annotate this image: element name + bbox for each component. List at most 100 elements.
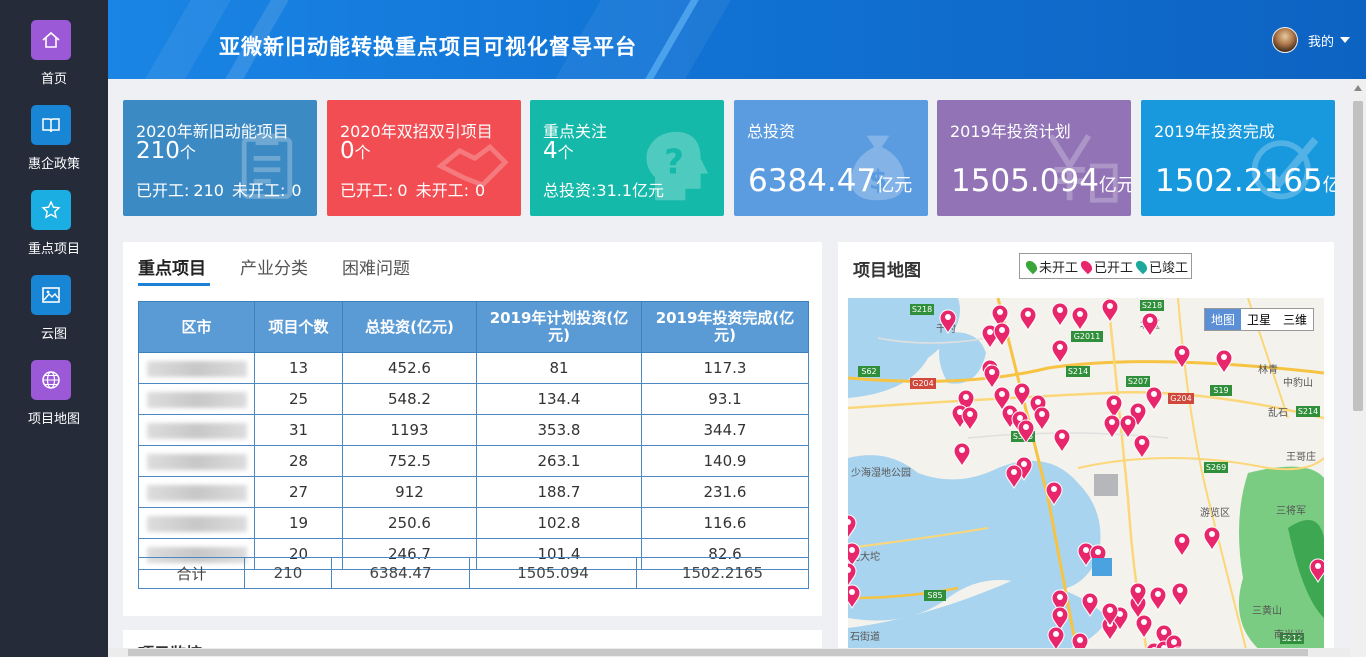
stat-card-key-focus[interactable]: ? 重点关注 4个 总投资:31.1亿元 — [530, 100, 724, 216]
map-pin-started[interactable] — [993, 386, 1011, 412]
map-pin-started[interactable] — [1133, 434, 1151, 460]
map-pin-started[interactable] — [1173, 532, 1191, 558]
nav-item-project-map[interactable]: 项目地图 — [0, 360, 108, 440]
tab-difficulties[interactable]: 困难问题 — [342, 259, 410, 279]
plan-cell: 353.8 — [476, 414, 642, 446]
table-row[interactable]: 27 912 188.7 231.6 — [138, 476, 809, 508]
column-header-2019-plan[interactable]: 2019年计划投资(亿元) — [476, 301, 642, 353]
map-pin-started[interactable] — [1135, 614, 1153, 640]
stat-card-2019-plan[interactable]: 2019年投资计划 1505.094亿元 — [937, 100, 1131, 216]
map-pin-started[interactable] — [1071, 632, 1089, 657]
tab-industry[interactable]: 产业分类 — [240, 259, 308, 279]
table-row[interactable]: 28 752.5 263.1 140.9 — [138, 445, 809, 477]
user-menu[interactable]: 我的 — [1271, 27, 1350, 53]
map-pin-started[interactable] — [1101, 602, 1119, 628]
table-row[interactable]: 31 1193 353.8 344.7 — [138, 414, 809, 446]
map-pin-dot — [987, 329, 993, 335]
map-pin-started[interactable] — [1013, 382, 1031, 408]
map-pin-started[interactable] — [993, 322, 1011, 348]
map-pin-started[interactable] — [1145, 386, 1163, 412]
horizontal-scroll-thumb[interactable] — [128, 649, 1308, 656]
map-pin-started[interactable] — [1105, 394, 1123, 420]
nav-item-cloud-image[interactable]: 云图 — [0, 275, 108, 355]
map-pin-started[interactable] — [1173, 344, 1191, 370]
map-label: 少海湿地公园 — [851, 466, 911, 479]
column-header-district[interactable]: 区市 — [138, 301, 255, 353]
scroll-thumb[interactable] — [1353, 101, 1363, 411]
road-shield-s269 — [1204, 462, 1228, 473]
map-pin-started[interactable] — [1045, 481, 1063, 507]
map-pin-dot — [1141, 619, 1147, 625]
map-pin-started[interactable] — [1101, 298, 1119, 324]
map-pin-started[interactable] — [1047, 626, 1065, 652]
scroll-up-icon[interactable] — [1354, 85, 1362, 91]
map-pin-started[interactable] — [1141, 312, 1159, 338]
column-header-2019-completed[interactable]: 2019年投资完成(亿元) — [641, 301, 809, 353]
map-pin-dot — [1179, 349, 1185, 355]
map-pin-dot — [997, 309, 1003, 315]
stat-card-total-investment[interactable]: $ 总投资 6384.47亿元 — [734, 100, 928, 216]
map-pin-started[interactable] — [1051, 339, 1069, 365]
map-pin-started[interactable] — [1017, 419, 1035, 445]
map-pin-started[interactable] — [983, 364, 1001, 390]
map-pin-dot — [849, 589, 855, 595]
map-pin-started[interactable] — [1051, 606, 1069, 632]
map-pin-dot — [1107, 607, 1113, 613]
pin-green-icon — [1023, 258, 1040, 274]
map-pin-started[interactable] — [1129, 582, 1147, 608]
map-pin-started[interactable] — [1033, 406, 1051, 432]
map-pin-started[interactable] — [957, 389, 975, 415]
map-label: 三黄山 — [1252, 604, 1282, 617]
stat-card-dual-projects[interactable]: 2020年双招双引项目 0个 已开工: 0 未开工: 0 — [327, 100, 521, 216]
total-investment: 6384.47 — [331, 557, 470, 589]
map-pin-started[interactable] — [1119, 414, 1137, 440]
stat-card-new-old-projects[interactable]: 2020年新旧动能项目 210个 已开工: 210 未开工: 0 — [123, 100, 317, 216]
map-pin-dot — [1087, 597, 1093, 603]
map-type-map-button[interactable]: 地图 — [1204, 309, 1241, 330]
map-pin-started[interactable] — [1149, 586, 1167, 612]
tab-key-projects[interactable]: 重点项目 — [138, 259, 206, 279]
map-pin-started[interactable] — [953, 442, 971, 468]
map-pin-started[interactable] — [1203, 526, 1221, 552]
road-shield-s85 — [924, 590, 946, 601]
nav-item-key-projects[interactable]: 重点项目 — [0, 190, 108, 270]
map-pin-started[interactable] — [1019, 306, 1037, 332]
project-map[interactable]: S218 G2011 S214 S62 G204 S207 S19 G204 S… — [848, 298, 1324, 657]
projects-panel: 重点项目 产业分类 困难问题 区市 项目个数 总投资(亿元) 2019年计划投资… — [123, 242, 822, 616]
map-pin-started[interactable] — [1053, 428, 1071, 454]
map-pin-started[interactable] — [961, 406, 979, 432]
table-row[interactable]: 19 250.6 102.8 116.6 — [138, 507, 809, 539]
horizontal-scrollbar[interactable] — [108, 648, 1350, 657]
map-pin-started[interactable] — [1051, 302, 1069, 328]
column-header-count[interactable]: 项目个数 — [254, 301, 343, 353]
stat-card-2019-completed[interactable]: 2019年投资完成 1502.2165亿元 — [1141, 100, 1335, 216]
home-icon — [31, 20, 71, 60]
map-pin-started[interactable] — [1171, 582, 1189, 608]
map-pin-started[interactable] — [1215, 349, 1233, 375]
stat-title: 2019年投资计划 — [950, 122, 1071, 141]
project-count-cell: 13 — [254, 352, 343, 384]
map-pin-started[interactable] — [939, 309, 957, 335]
map-pin-started[interactable] — [991, 304, 1009, 330]
table-row[interactable]: 25 548.2 134.4 93.1 — [138, 383, 809, 415]
total-row: 合计 210 6384.47 1505.094 1502.2165 — [138, 557, 809, 589]
avatar[interactable] — [1271, 27, 1298, 53]
map-pin-started[interactable] — [1051, 589, 1069, 615]
total-investment-cell: 912 — [342, 476, 477, 508]
map-pin-dot — [849, 547, 855, 553]
plan-cell: 102.8 — [476, 507, 642, 539]
caret-down-icon[interactable] — [1340, 37, 1350, 43]
map-pin-started[interactable] — [1081, 592, 1099, 618]
column-header-total-investment[interactable]: 总投资(亿元) — [342, 301, 477, 353]
user-label[interactable]: 我的 — [1307, 34, 1334, 50]
map-type-satellite-button[interactable]: 卫星 — [1246, 313, 1271, 327]
nav-item-home[interactable]: 首页 — [0, 20, 108, 100]
map-pin-started[interactable] — [1103, 414, 1121, 440]
vertical-scrollbar[interactable] — [1350, 79, 1366, 657]
nav-item-policy[interactable]: 惠企政策 — [0, 105, 108, 185]
table-row[interactable]: 13 452.6 81 117.3 — [138, 352, 809, 384]
map-pin-started[interactable] — [1005, 464, 1023, 490]
nav-label: 重点项目 — [27, 242, 80, 257]
map-pin-started[interactable] — [1071, 306, 1089, 332]
map-type-3d-button[interactable]: 三维 — [1282, 313, 1307, 327]
